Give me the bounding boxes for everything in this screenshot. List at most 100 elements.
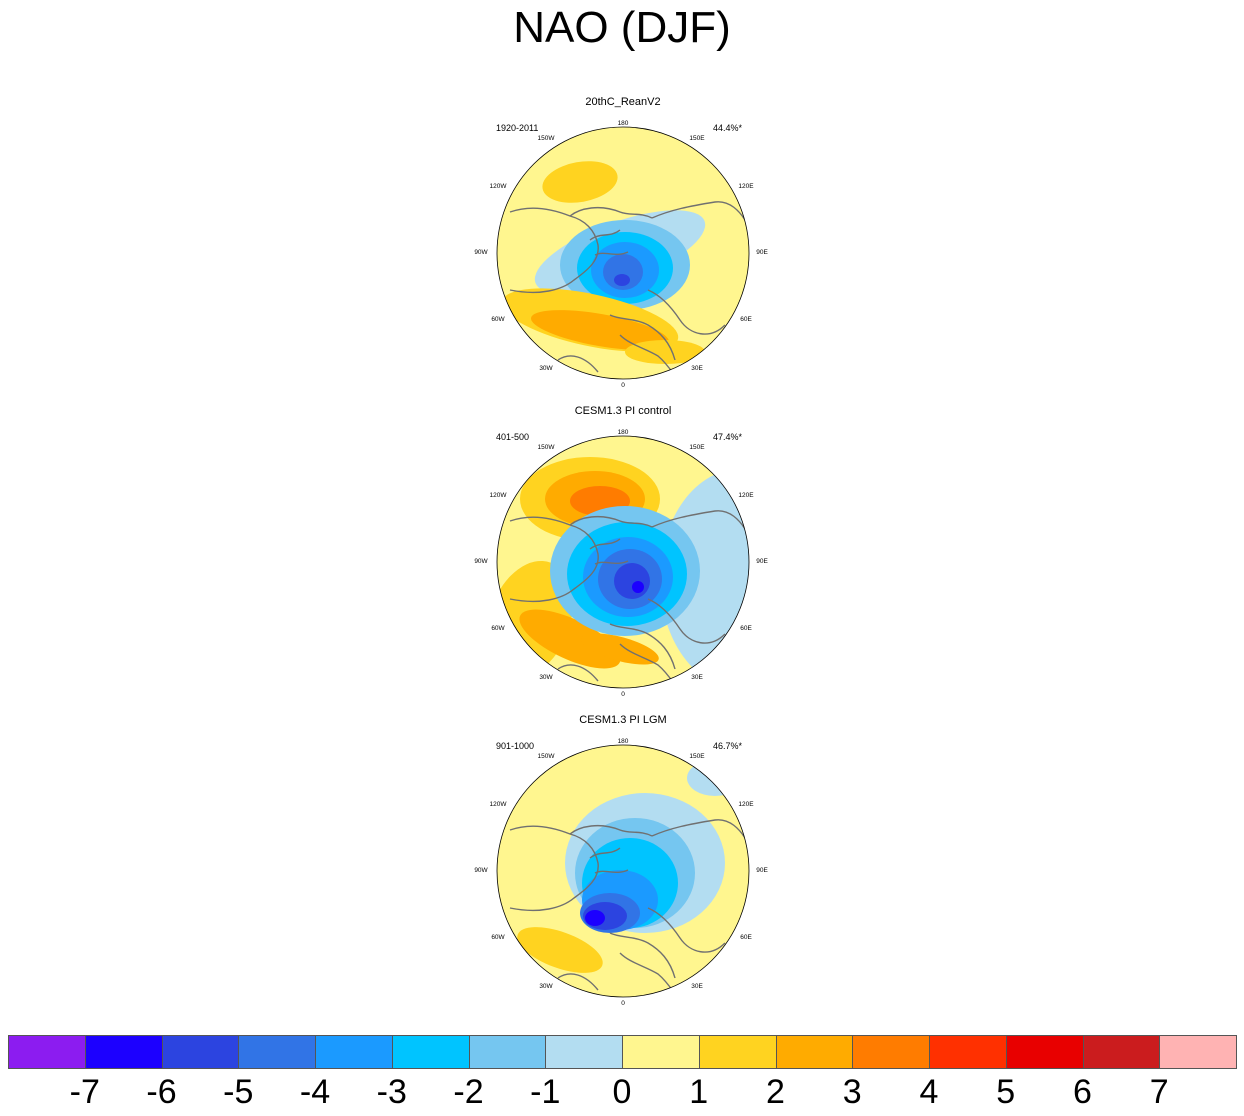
map-boundary [496,744,750,998]
coastline [647,598,726,644]
longitude-label: 0 [621,691,625,698]
anomaly-contour [687,760,743,796]
colorbar-swatch [775,1035,854,1069]
colorbar-tick-label: -7 [69,1073,100,1111]
coastline [557,973,599,991]
colorbar-tick-label: -3 [376,1073,407,1111]
colorbar-tick-label: -5 [223,1073,254,1111]
polar-map [496,126,750,380]
panel-years: 901-1000 [496,741,535,751]
colorbar-swatch [1159,1035,1237,1069]
colorbar-swatch [391,1035,470,1069]
panel-title: CESM1.3 PI control [574,405,672,417]
longitude-label: 30E [691,674,703,681]
longitude-label: 30E [691,983,703,990]
colorbar-swatch [315,1035,393,1069]
longitude-label: 60W [491,316,505,323]
map-boundary [496,126,750,380]
map-panel-lgm: CESM1.3 PI LGM 901-1000 46.7%* 180 150W 15… [470,714,776,1038]
coastline [651,819,746,839]
colorbar-tick-label: -6 [146,1073,177,1111]
coastline [569,206,653,219]
colorbar-tick-label: 3 [842,1073,862,1111]
anomaly-contour [585,910,605,926]
coastline [651,201,746,221]
longitude-label: 90W [474,558,488,565]
coastline [647,907,726,953]
anomaly-contour [581,633,659,665]
longitude-label: 150E [689,753,705,760]
longitude-label: 120E [738,492,754,499]
longitude-label: 0 [621,1000,625,1007]
anomaly-contour [542,161,618,203]
coastline [509,207,599,294]
coastline [589,538,629,565]
colorbar-swatch [468,1035,547,1069]
panel-years: 1920-2011 [496,123,539,133]
coastline [647,289,726,335]
colorbar-tick-label: -1 [530,1073,561,1111]
coastline [609,623,676,670]
map-panel-reanalysis: 20thC_ReanV2 1920-2011 44.4%* 180 150W 150… [470,96,776,420]
anomaly-contour [614,563,650,599]
colorbar-swatch [8,1035,86,1069]
colorbar-swatch [161,1035,240,1069]
coastline [589,847,629,874]
colorbar-tick-label: 2 [766,1073,785,1111]
longitude-label: 0 [621,382,625,389]
colorbar-swatch [1005,1035,1084,1069]
longitude-label: 90W [474,249,488,256]
longitude-label: 90E [756,867,768,874]
longitude-label: 30E [691,365,703,372]
colorbar-swatch [545,1035,623,1069]
longitude-label: 30W [539,365,553,372]
longitude-label: 90W [474,867,488,874]
anomaly-contour [517,927,603,973]
coastline [609,314,676,361]
longitude-label: 90E [756,249,768,256]
anomaly-contour [531,310,669,350]
panel-variance: 47.4%* [712,432,742,442]
longitude-label: 90E [756,558,768,565]
map-panel-pi-control: CESM1.3 PI control 401-500 47.4%* 180 150… [470,405,776,729]
colorbar-swatch [84,1035,163,1069]
longitude-label: 150E [689,135,705,142]
coastline [509,516,599,603]
colorbar-swatch [622,1035,700,1069]
colorbar-tick-label: 6 [1073,1073,1092,1111]
colorbar-tick-label: 7 [1149,1073,1169,1111]
colorbar-tick-label: -4 [299,1073,331,1111]
coastline [557,664,599,682]
longitude-label: 120W [489,183,507,190]
colorbar [8,1035,1237,1069]
colorbar-tick-label: -2 [453,1073,484,1111]
coastline [651,510,746,530]
colorbar-swatch [698,1035,777,1069]
longitude-label: 150W [537,444,555,451]
colorbar-tick-label: 0 [612,1073,632,1111]
colorbar-swatch [238,1035,316,1069]
coastline [569,824,653,837]
longitude-label: 30W [539,983,553,990]
coastline [589,229,629,256]
coastline [609,932,676,979]
map-boundary [496,435,750,689]
longitude-label: 60E [740,934,752,941]
polar-map [496,435,750,689]
longitude-label: 60E [740,625,752,632]
longitude-label: 60W [491,625,505,632]
coastline [509,825,599,912]
anomaly-contour [660,469,749,688]
anomaly-contour [625,340,705,364]
longitude-label: 150W [537,135,555,142]
anomaly-contour [614,274,630,286]
polar-map [496,744,750,998]
colorbar-tick-label: 5 [996,1073,1016,1111]
longitude-label: 150W [537,753,555,760]
colorbar-tick-label: 4 [919,1073,939,1111]
longitude-label: 150E [689,444,705,451]
longitude-label: 120E [738,801,754,808]
colorbar-swatch [929,1035,1007,1069]
longitude-label: 180 [617,429,629,436]
longitude-label: 180 [617,120,629,127]
